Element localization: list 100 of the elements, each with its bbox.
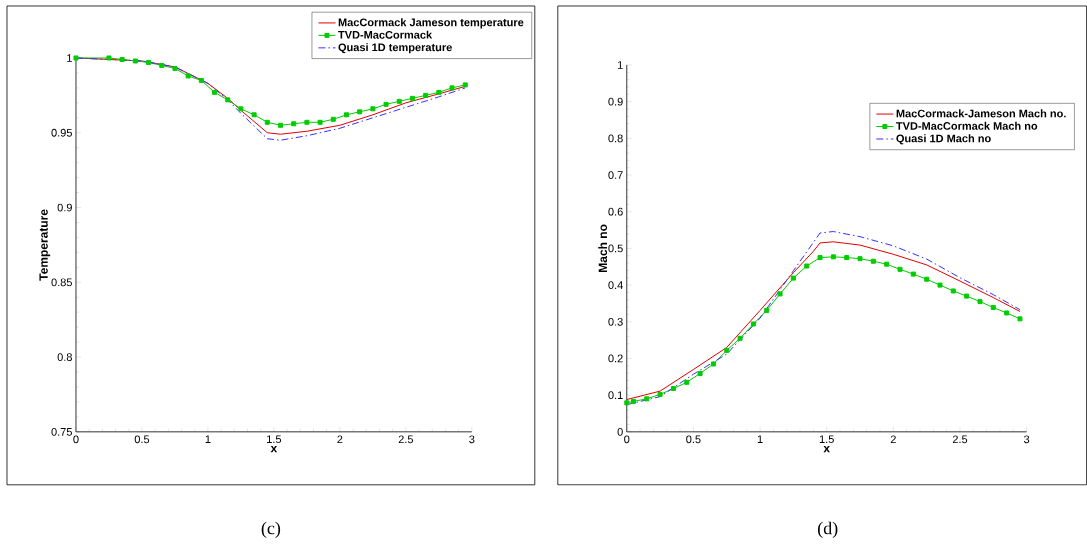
point [330, 116, 336, 122]
y-tick-label: 0.5 [608, 244, 623, 253]
point [251, 112, 257, 118]
x-tick-label: 0 [624, 435, 630, 444]
point [1004, 310, 1010, 316]
point [764, 308, 770, 313]
point [119, 57, 125, 63]
point [409, 95, 415, 101]
point [724, 347, 730, 353]
y-tick-label: 0.95 [51, 128, 72, 137]
point [950, 288, 956, 294]
point [238, 106, 244, 112]
point [924, 276, 930, 282]
point [264, 119, 270, 125]
y-tick-label: 0.8 [57, 353, 72, 362]
point [684, 379, 690, 385]
point [657, 392, 663, 398]
point [790, 275, 796, 281]
legend-label: TVD-MacCormack [338, 30, 433, 39]
point [857, 256, 863, 262]
point [423, 92, 429, 98]
point [462, 82, 468, 88]
point [357, 109, 363, 115]
point [804, 263, 810, 269]
y-axis-title: Temperature [39, 209, 51, 281]
y-tick-label: 0.7 [608, 171, 623, 180]
y-axis-title: Mach no [598, 224, 608, 273]
point [449, 85, 455, 91]
y-tick-label: 0.9 [57, 203, 72, 212]
y-tick-label: 1 [67, 54, 72, 62]
x-tick-label: 1 [205, 435, 211, 444]
point [937, 282, 943, 288]
point [146, 60, 152, 66]
point [977, 299, 983, 305]
x-axis-title: x [270, 446, 278, 453]
y-tick-label: 0.3 [608, 317, 623, 326]
point [291, 121, 297, 127]
point [304, 119, 310, 125]
x-tick-label: 0.5 [134, 435, 150, 444]
point [278, 122, 283, 128]
y-tick-label: 0.8 [608, 134, 623, 143]
x-tick-label: 1 [757, 435, 763, 444]
point [737, 335, 743, 341]
y-tick-label: 0.9 [608, 97, 623, 106]
point [624, 400, 630, 406]
y-tick-label: 0.6 [608, 207, 623, 216]
point [897, 266, 903, 272]
x-tick-label: 2.5 [952, 435, 968, 444]
y-tick-label: 0.2 [608, 354, 623, 363]
point [697, 371, 703, 377]
point [343, 112, 349, 118]
point [670, 386, 676, 392]
point [844, 255, 850, 261]
legend-label: TVD-MacCormack Mach no [896, 121, 1038, 130]
y-tick-label: 0.4 [608, 281, 623, 290]
text: (d) [818, 521, 838, 539]
point [370, 106, 376, 112]
point [777, 291, 783, 297]
x-tick-label: 0 [73, 435, 79, 444]
point [830, 254, 836, 260]
x-tick-label: 2.5 [398, 435, 414, 444]
x-tick-label: 1.5 [267, 435, 282, 444]
y-tick-label: 0.85 [51, 278, 72, 287]
point [750, 321, 756, 327]
point [185, 73, 191, 79]
point [910, 271, 916, 277]
point [964, 293, 970, 299]
legend-label: MacCormack-Jameson Mach no. [896, 109, 1066, 118]
x-tick-label: 1.5 [819, 435, 834, 444]
text: (c) [261, 521, 281, 539]
point [132, 58, 138, 64]
point [710, 361, 716, 367]
legend-label: MacCormack Jameson temperature [338, 18, 524, 29]
x-tick-label: 2 [337, 435, 343, 444]
point [870, 258, 876, 264]
x-tick-label: 3 [469, 435, 475, 444]
point [1017, 316, 1023, 322]
point [383, 101, 389, 107]
legend-label: Quasi 1D temperature [338, 43, 452, 54]
point [172, 66, 178, 72]
x-tick-label: 3 [1024, 435, 1030, 444]
point [159, 63, 165, 69]
point [73, 55, 79, 61]
point [884, 261, 890, 267]
point [317, 119, 323, 125]
point [436, 89, 442, 95]
y-tick-label: 0.75 [51, 428, 72, 436]
point [630, 398, 636, 404]
point [817, 255, 823, 261]
point [644, 396, 650, 402]
point [225, 97, 231, 103]
y-tick-label: 0 [617, 428, 623, 436]
x-axis-title: x [823, 446, 830, 453]
point [396, 98, 402, 104]
point [990, 305, 996, 311]
y-tick-label: 1 [617, 61, 623, 69]
point [198, 78, 204, 83]
point [106, 55, 112, 61]
point [212, 89, 218, 95]
y-tick-label: 0.1 [608, 391, 623, 400]
